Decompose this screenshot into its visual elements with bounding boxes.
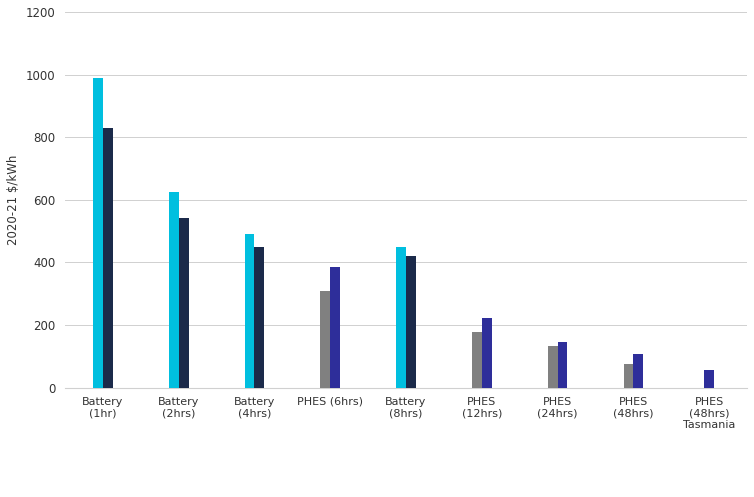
Bar <box>169 192 179 388</box>
Bar <box>254 247 265 388</box>
Bar <box>179 218 188 388</box>
Bar <box>406 255 416 388</box>
Bar <box>704 370 714 388</box>
Bar <box>472 332 482 388</box>
Bar <box>103 128 112 388</box>
Bar <box>320 291 330 388</box>
Bar <box>558 342 568 388</box>
Y-axis label: 2020-21 $/kWh: 2020-21 $/kWh <box>7 155 20 245</box>
Bar <box>396 247 406 388</box>
Bar <box>482 318 492 388</box>
Bar <box>633 354 643 388</box>
Bar <box>547 346 558 388</box>
Bar <box>330 267 340 388</box>
Bar <box>624 364 633 388</box>
Bar <box>244 234 254 388</box>
Bar <box>93 78 103 388</box>
